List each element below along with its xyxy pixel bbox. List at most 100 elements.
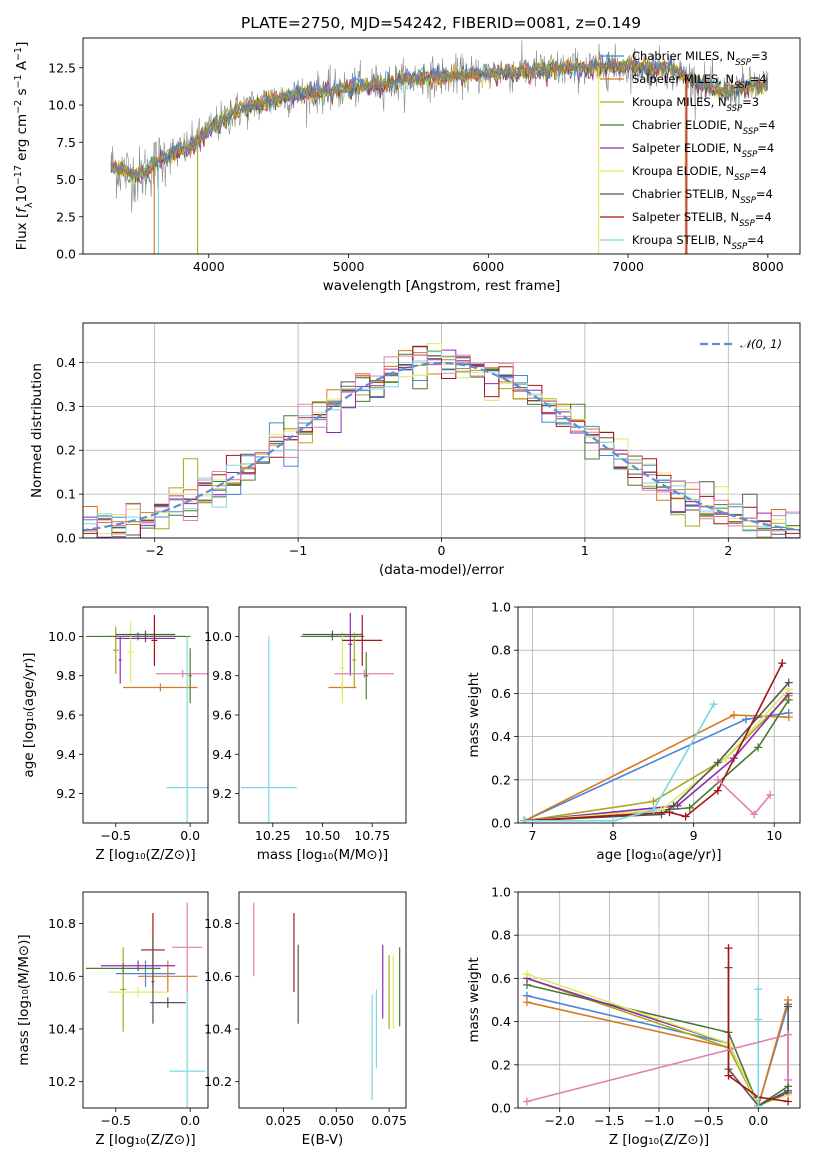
weight-marker (754, 1015, 763, 1024)
y-tick-label: 0.4 (56, 355, 76, 370)
y-axis-label: mass weight (466, 672, 482, 757)
y-tick-label: 10.4 (48, 1021, 76, 1036)
plot-area (240, 612, 395, 823)
weight-marker (669, 801, 678, 810)
weight-marker (713, 786, 722, 795)
y-tick-label: 10.4 (204, 1021, 232, 1036)
y-tick-label: 0.6 (491, 686, 511, 701)
y-tick-label: 0.8 (491, 643, 511, 658)
weight-marker (784, 1075, 793, 1084)
weight-marker (754, 985, 763, 994)
y-axis-label: age [log₁₀(age/yr)] (21, 652, 37, 777)
x-axis-label: Z [log₁₀(Z/Z⊙)] (95, 847, 195, 863)
histogram-step (83, 354, 800, 538)
weight-marker (784, 713, 793, 722)
y-tick-label: 0.3 (56, 399, 76, 414)
plot-area (85, 614, 208, 823)
x-tick-label: −0.5 (101, 828, 131, 843)
plot-area (253, 902, 401, 1101)
weight-marker (724, 944, 733, 953)
weight-marker (754, 743, 763, 752)
x-tick-label: 8000 (752, 259, 784, 274)
legend-entry: Chabrier MILES, NSSP=3 (632, 49, 768, 68)
x-tick-label: 10.75 (354, 828, 390, 843)
x-tick-label: −1.0 (644, 1113, 674, 1128)
y-tick-label: 5.0 (56, 172, 76, 187)
y-tick-label: 10.0 (204, 629, 232, 644)
y-tick-label: 9.8 (56, 668, 76, 683)
weight-marker (784, 678, 793, 687)
x-axis-label: mass [log₁₀(M/M⊙)] (257, 847, 388, 863)
mass-vs-EBV-panel: 0.025 0.050 0.075 10.2 10.4 10.6 10.8 E(B-V) (204, 891, 407, 1148)
weight-line (524, 695, 790, 822)
y-tick-label: 9.4 (56, 747, 76, 762)
weight-marker (681, 812, 690, 821)
y-tick-label: 10.2 (48, 1074, 76, 1089)
model-spectrum (110, 52, 768, 178)
axes-frame (82, 891, 209, 1109)
y-tick-label: 0.0 (491, 816, 511, 831)
axes-frame (238, 891, 407, 1109)
weight-marker (649, 797, 658, 806)
x-tick-label: 10.50 (305, 828, 341, 843)
plot-area (518, 607, 800, 823)
x-tick-label: 10 (766, 828, 782, 843)
weight-marker (766, 790, 775, 799)
x-axis-label: Z [log₁₀(Z/Z⊙)] (609, 1132, 709, 1148)
y-tick-label: 0.4 (491, 1014, 511, 1029)
mass-vs-Z-panel: −0.5 0.0 10.2 10.4 10.6 10.8 Z [log₁₀(Z/Z⊙)] ma… (16, 891, 209, 1148)
x-tick-label: 0.0 (180, 1113, 200, 1128)
x-tick-label: −1.5 (594, 1113, 624, 1128)
y-tick-label: 7.5 (56, 135, 76, 150)
x-axis-label: (data-model)/error (379, 562, 505, 578)
weight-marker (657, 810, 666, 819)
x-tick-label: 2 (724, 543, 732, 558)
model-spectrum (110, 53, 768, 180)
legend-entry: Chabrier ELODIE, NSSP=4 (632, 118, 775, 137)
y-tick-label: 9.4 (212, 747, 232, 762)
weight-marker (742, 715, 751, 724)
weight-marker (750, 810, 759, 819)
y-tick-label: 0.2 (491, 1057, 511, 1072)
y-tick-label: 0.0 (56, 531, 76, 546)
mass-weight-vs-Z-panel: −2.0 −1.5 −1.0 −0.5 0.0 0.0 0.2 0.4 0.6 0.8 1.0 Z [… (466, 885, 801, 1148)
axes-frame (82, 606, 209, 824)
y-tick-label: 2.5 (56, 209, 76, 224)
y-tick-label: 9.6 (56, 708, 76, 723)
x-tick-label: 10.25 (255, 828, 291, 843)
weight-marker (784, 1030, 793, 1039)
plot-area (83, 323, 800, 538)
observed-spectrum (110, 39, 769, 213)
x-tick-label: 5000 (333, 259, 365, 274)
y-tick-label: 0.8 (491, 928, 511, 943)
weight-marker (685, 803, 694, 812)
x-tick-label: 7000 (612, 259, 644, 274)
figure-title: PLATE=2750, MJD=54242, FIBERID=0081, z=0… (241, 14, 641, 32)
x-tick-label: −0.5 (693, 1113, 723, 1128)
weight-marker (609, 816, 618, 823)
weight-line (524, 692, 790, 822)
axes-frame (238, 606, 407, 824)
axes-frame (517, 891, 801, 1109)
y-tick-label: 10.6 (48, 969, 76, 984)
y-tick-label: 10.2 (204, 1074, 232, 1089)
y-axis-label: Flux [fλ10−17 erg cm−2 s−1 A−1] (13, 42, 35, 251)
x-tick-label: 7 (529, 828, 537, 843)
y-tick-label: 0.2 (56, 443, 76, 458)
y-tick-label: 0.4 (491, 729, 511, 744)
weight-marker (649, 806, 658, 815)
y-tick-label: 9.2 (212, 786, 232, 801)
axes-frame (82, 322, 801, 539)
weight-marker (522, 970, 531, 979)
x-tick-label: 0.025 (265, 1113, 301, 1128)
weight-marker (784, 1002, 793, 1011)
x-tick-label: −2.0 (545, 1113, 575, 1128)
plot-area (85, 902, 206, 1108)
x-axis-label: Z [log₁₀(Z/Z⊙)] (95, 1132, 195, 1148)
x-tick-label: 6000 (472, 259, 504, 274)
x-tick-label: −1 (289, 543, 307, 558)
y-tick-label: 10.0 (48, 98, 76, 113)
y-tick-label: 12.5 (48, 60, 76, 75)
x-tick-label: 0.0 (748, 1113, 768, 1128)
legend-entry: Salpeter ELODIE, NSSP=4 (632, 141, 774, 160)
